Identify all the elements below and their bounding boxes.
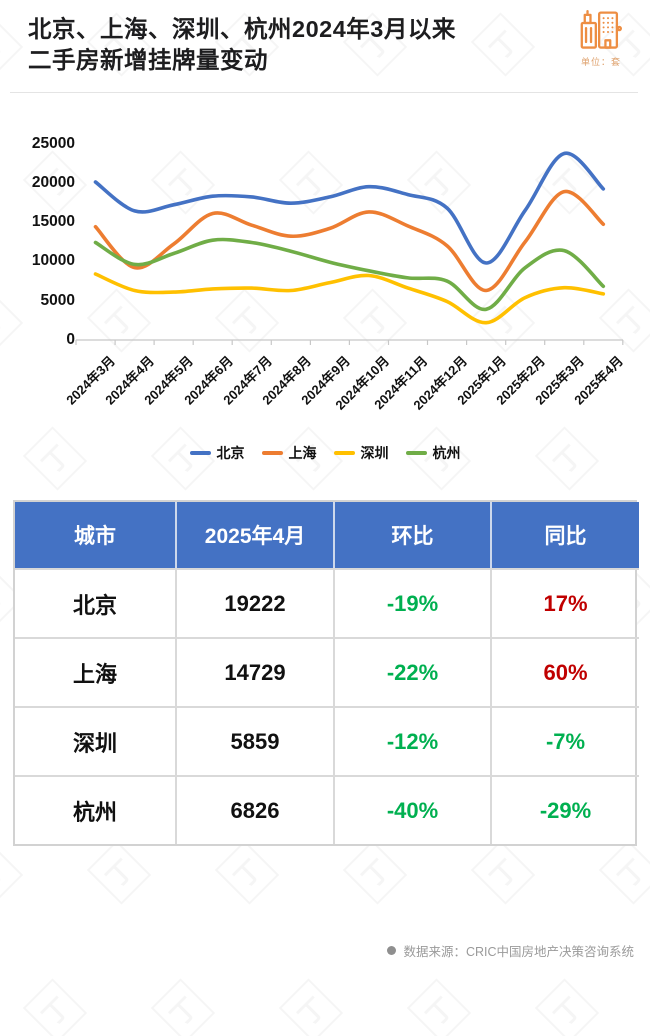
line-chart-section: 0 5000 10000 15000 20000 25000 2024年3月 2024年4月… [0, 100, 650, 440]
legend-label: 上海 [288, 445, 317, 461]
series-line-深圳 [93, 272, 606, 325]
unit-label: 单位：套 [580, 57, 621, 67]
legend-item-深圳: 深圳 [333, 443, 389, 463]
buildings-icon [580, 10, 622, 49]
cell-yoy: 60% [492, 637, 639, 706]
watermark-glyph: 丁 [23, 978, 87, 1036]
cell-yoy: -29% [492, 775, 639, 844]
summary-table: 城市 2025年4月 环比 同比 北京 19222 -19% 17% 上海 14… [13, 500, 639, 846]
cell-value: 6826 [177, 775, 335, 844]
legend-item-北京: 北京 [189, 443, 245, 463]
series-line-北京 [93, 151, 606, 265]
title-line-2: 二手房新增挂牌量变动 [28, 47, 268, 74]
cell-value: 5859 [177, 706, 335, 775]
cell-yoy: 17% [492, 568, 639, 637]
y-axis-tick-label: 25000 [31, 134, 75, 152]
cell-city: 杭州 [15, 775, 177, 844]
y-axis-tick-label: 15000 [31, 213, 75, 231]
cell-value: 19222 [177, 568, 335, 637]
x-axis [75, 339, 624, 345]
watermark-glyph: 丁 [279, 978, 343, 1036]
watermark-glyph: 丁 [535, 978, 599, 1036]
legend-label: 北京 [216, 445, 245, 461]
page-title: 北京、上海、深圳、杭州2024年3月以来 二手房新增挂牌量变动 [28, 14, 558, 77]
series-line-杭州 [93, 237, 606, 312]
column-header-city: 城市 [15, 502, 177, 568]
column-header-mom: 环比 [335, 502, 492, 568]
legend-dash-icon [261, 451, 283, 455]
cell-value: 14729 [177, 637, 335, 706]
cell-mom: -22% [335, 637, 492, 706]
legend-label: 杭州 [432, 445, 461, 461]
watermark-glyph: 丁 [407, 978, 471, 1036]
y-axis-tick-label: 10000 [31, 252, 75, 270]
legend-item-杭州: 杭州 [405, 443, 461, 463]
cell-mom: -12% [335, 706, 492, 775]
legend-dash-icon [405, 451, 427, 455]
data-source-note: 数据来源：CRIC中国房地产决策咨询系统 [387, 941, 634, 960]
y-axis-tick-label: 20000 [31, 173, 75, 191]
cell-city: 北京 [15, 568, 177, 637]
cell-mom: -19% [335, 568, 492, 637]
legend-dash-icon [333, 451, 355, 455]
cell-yoy: -7% [492, 706, 639, 775]
watermark-glyph: 丁 [471, 840, 535, 904]
y-axis-tick-label: 0 [66, 331, 75, 348]
legend-dash-icon [189, 451, 211, 455]
bullet-icon [387, 946, 397, 955]
series-line-上海 [93, 189, 606, 293]
cell-city: 上海 [15, 637, 177, 706]
unit-block: 单位：套 [570, 6, 632, 68]
y-axis-tick-label: 5000 [40, 291, 75, 309]
watermark-glyph: 丁 [151, 978, 215, 1036]
line-chart [75, 151, 624, 345]
legend-item-上海: 上海 [261, 443, 317, 463]
chart-legend: 北京 上海 深圳 杭州 [0, 443, 650, 463]
watermark-glyph: 丁 [343, 840, 407, 904]
watermark-glyph: 丁 [599, 840, 650, 904]
cell-mom: -40% [335, 775, 492, 844]
header: 北京、上海、深圳、杭州2024年3月以来 二手房新增挂牌量变动 [0, 0, 650, 93]
watermark-glyph: 丁 [215, 840, 279, 904]
watermark-glyph: 丁 [87, 840, 151, 904]
cell-city: 深圳 [15, 706, 177, 775]
watermark-glyph: 丁 [0, 840, 23, 904]
column-header-month: 2025年4月 [177, 502, 335, 568]
title-line-1: 北京、上海、深圳、杭州2024年3月以来 [28, 16, 456, 42]
data-source-text: 数据来源：CRIC中国房地产决策咨询系统 [403, 945, 634, 959]
column-header-yoy: 同比 [492, 502, 639, 568]
legend-label: 深圳 [360, 445, 389, 461]
header-divider [10, 92, 638, 93]
